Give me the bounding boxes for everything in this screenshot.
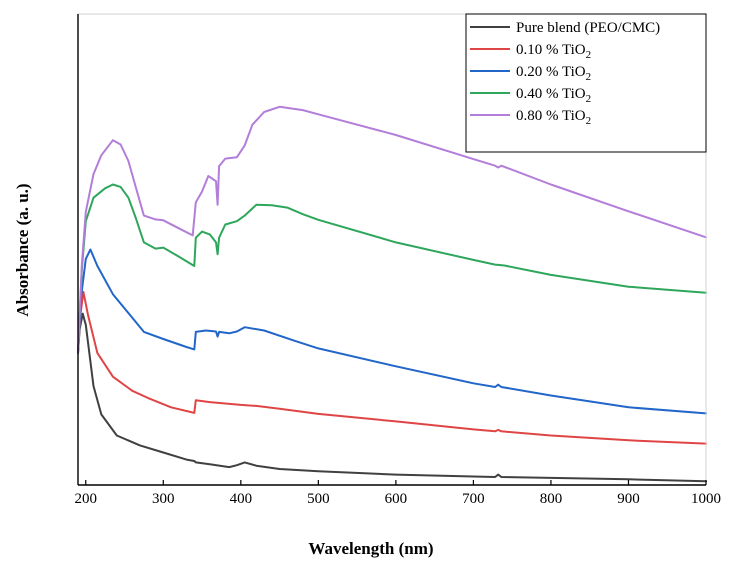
y-axis-title: Absorbance (a. u.) (13, 183, 32, 316)
x-tick-label: 600 (385, 491, 408, 507)
x-tick-label: 300 (152, 491, 175, 507)
x-tick-label: 900 (617, 491, 640, 507)
legend-label-1: Pure blend (PEO/CMC) (516, 20, 660, 36)
legend-label-4: 0.40 % TiO2 (516, 86, 591, 105)
x-tick-label: 200 (75, 491, 98, 507)
series-line-5 (77, 105, 707, 355)
legend-label-3: 0.20 % TiO2 (516, 64, 591, 83)
series-line-2 (77, 290, 707, 445)
legend-subscript: 2 (586, 93, 592, 105)
series-layer (77, 105, 707, 483)
legend: Pure blend (PEO/CMC) 0.10 % TiO2 0.20 % Ti… (465, 13, 707, 153)
legend-box (465, 13, 707, 153)
series-line-3 (77, 248, 707, 415)
legend-label-5: 0.80 % TiO2 (516, 108, 591, 127)
legend-subscript: 2 (586, 49, 592, 61)
series-line-4 (77, 183, 707, 355)
x-tick-label: 500 (307, 491, 330, 507)
x-tick-label: 1000 (691, 491, 721, 507)
series-line-1 (77, 312, 707, 483)
x-tick-label: 700 (462, 491, 485, 507)
x-tick-label: 400 (230, 491, 253, 507)
axes-layer (77, 13, 707, 486)
legend-label-2: 0.10 % TiO2 (516, 42, 591, 61)
legend-subscript: 2 (586, 115, 592, 127)
legend-subscript: 2 (586, 71, 592, 83)
x-tick-label: 800 (540, 491, 563, 507)
x-ticks: 200 300 400 500 600 700 800 900 1000 (75, 480, 721, 507)
x-axis-title: Wavelength (nm) (308, 539, 433, 558)
